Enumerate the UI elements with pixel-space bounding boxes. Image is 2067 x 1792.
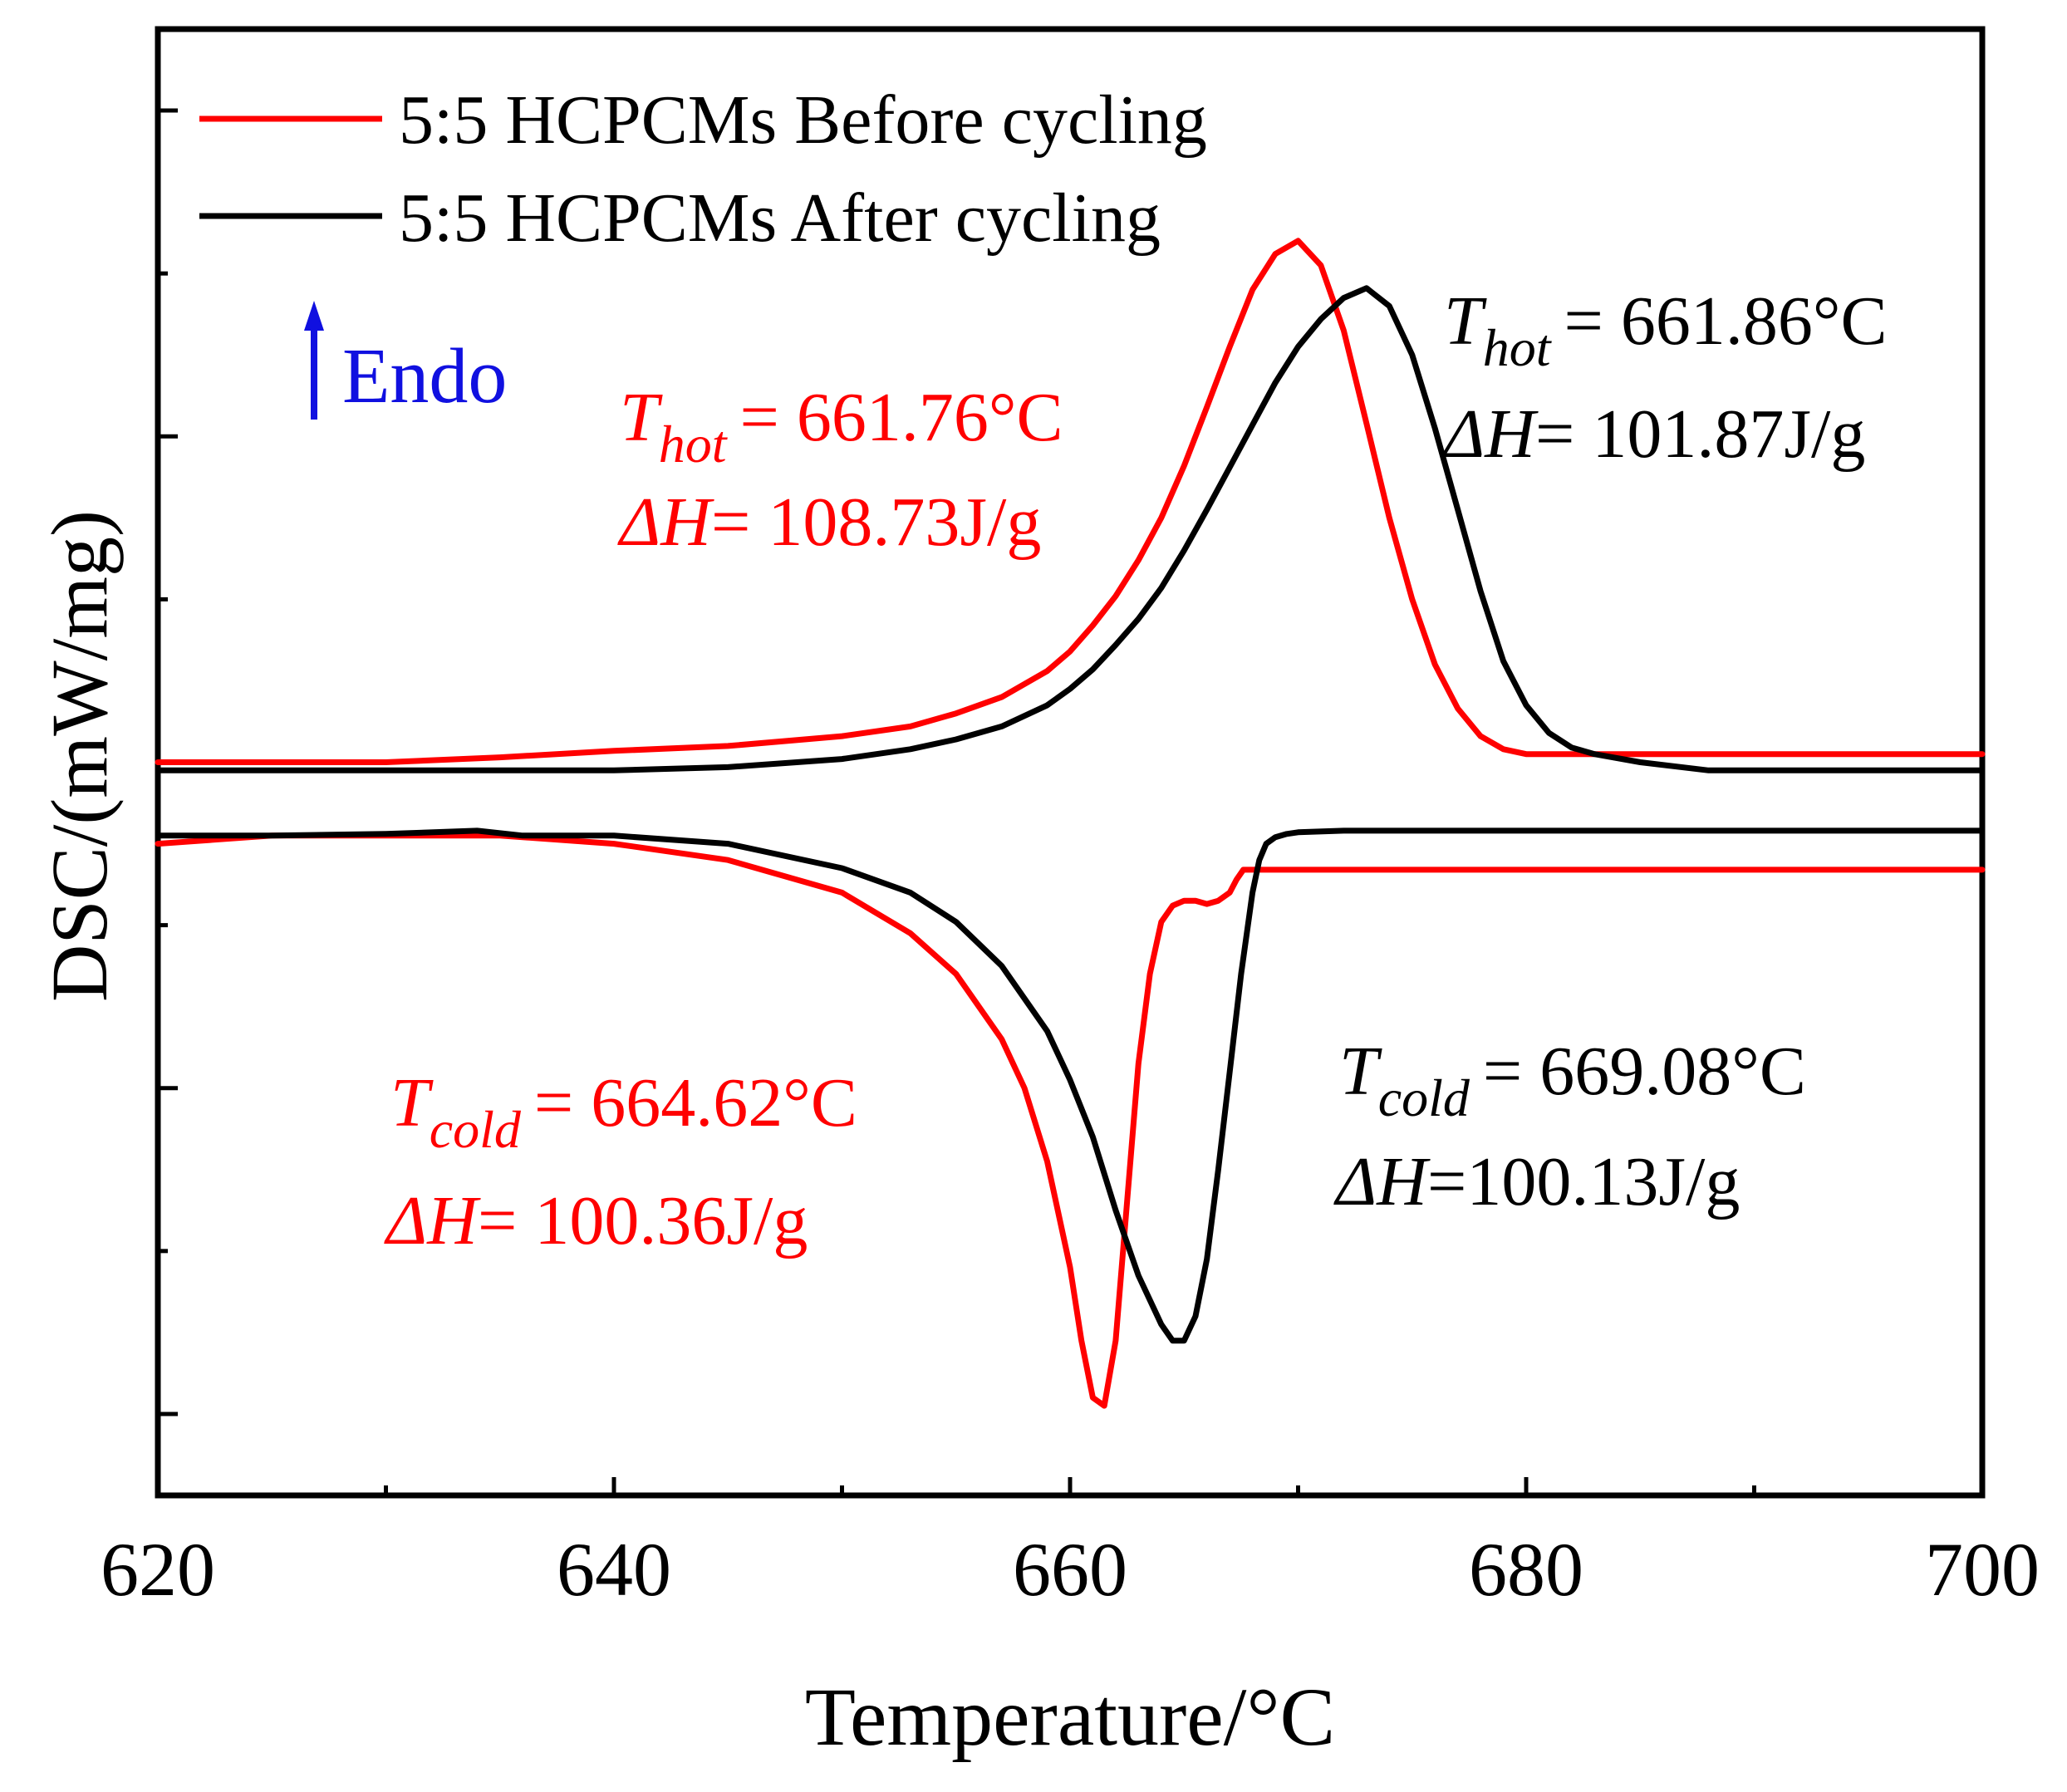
series-line-before-heating	[155, 238, 1986, 765]
annotation-before-heating-dh: ΔH= 108.73J/g	[617, 484, 1041, 561]
x-tick-label: 700	[1925, 1527, 2040, 1612]
annotation-before-heating-t: Thot = 661.76°C	[620, 379, 1063, 474]
annotation-after-cooling-dh: ΔH=100.13J/g	[1333, 1143, 1740, 1220]
x-tick-labels: 620 640 660 680 700	[101, 1527, 2040, 1612]
annotations: Thot = 661.76°C ΔH= 108.73J/g Thot = 661.8…	[384, 282, 1888, 1259]
annotation-before-cooling-t: Tcold = 664.62°C	[390, 1064, 857, 1159]
annotation-after-heating-dh: ΔH= 101.87J/g	[1441, 395, 1865, 473]
legend-label-before: 5:5 HCPCMs Before cycling	[399, 81, 1207, 159]
x-tick-label: 640	[557, 1527, 671, 1612]
x-tick-label: 660	[1013, 1527, 1127, 1612]
y-axis-ticks	[158, 108, 178, 1416]
series-line-after-cooling	[155, 827, 1986, 1344]
endo-indicator: Endo	[304, 301, 507, 420]
annotation-before-cooling-dh: ΔH= 100.36J/g	[384, 1182, 808, 1259]
endo-label: Endo	[342, 333, 507, 420]
y-axis-title: DSC/(mW/mg)	[35, 510, 124, 1002]
annotation-after-heating-t: Thot = 661.86°C	[1444, 282, 1888, 377]
endo-arrowhead-icon	[304, 301, 324, 331]
x-axis-ticks	[155, 1477, 1985, 1495]
x-axis-title: Temperature/°C	[805, 1671, 1335, 1763]
annotation-after-cooling-t: Tcold = 669.08°C	[1339, 1033, 1806, 1127]
series-layer	[155, 238, 1986, 1409]
series-line-before-cooling	[155, 832, 1986, 1409]
x-tick-label: 620	[101, 1527, 215, 1612]
legend-label-after: 5:5 HCPCMs After cycling	[399, 179, 1161, 257]
series-line-after-heating	[155, 285, 1986, 773]
x-tick-label: 680	[1469, 1527, 1583, 1612]
legend: 5:5 HCPCMs Before cycling 5:5 HCPCMs Aft…	[199, 81, 1207, 257]
